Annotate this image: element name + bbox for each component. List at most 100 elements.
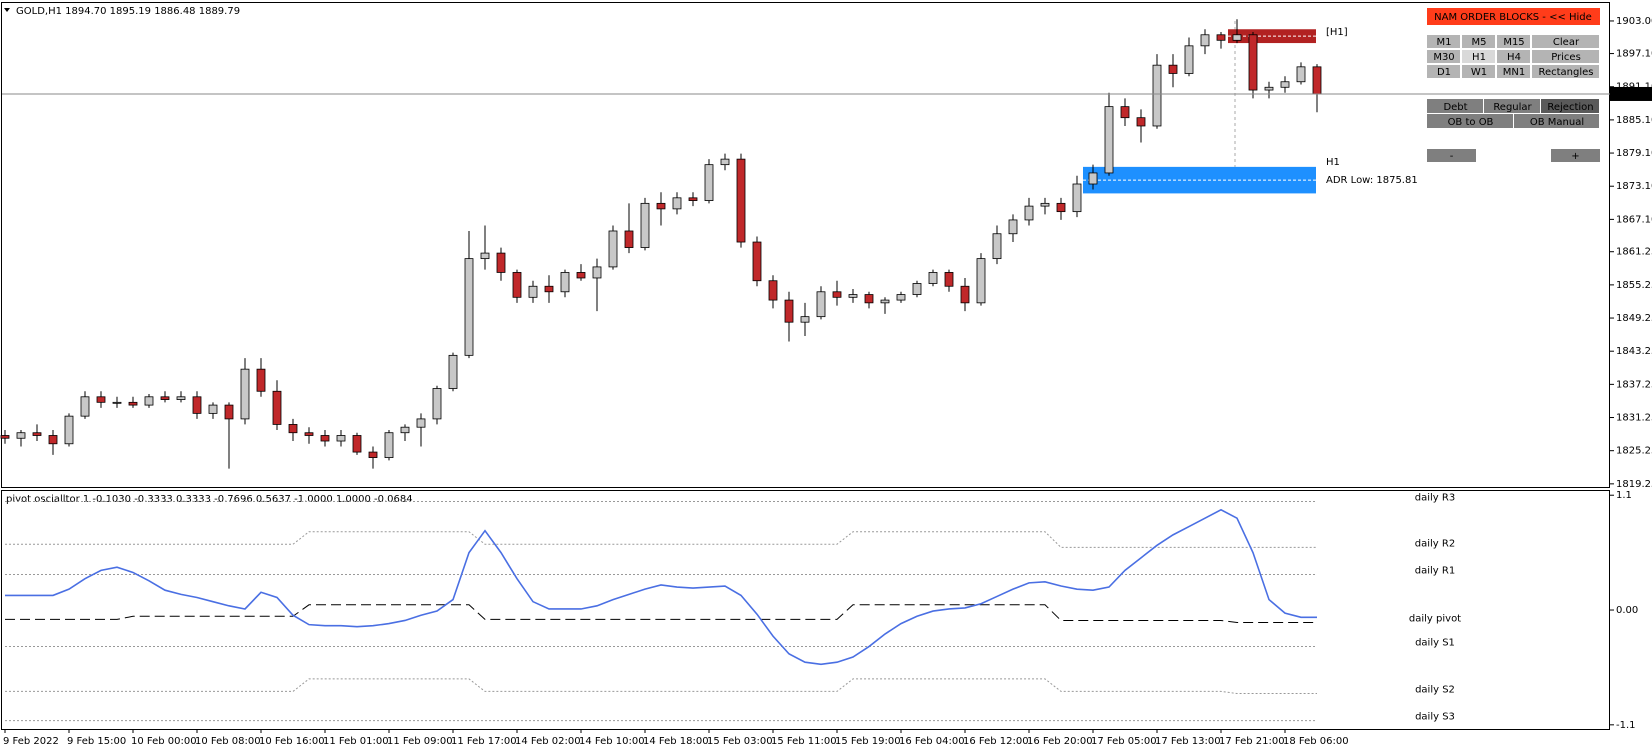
zoom-button[interactable] bbox=[1551, 149, 1600, 162]
candle-body bbox=[672, 197, 682, 210]
mode-button-label[interactable]: OB to OB bbox=[1448, 117, 1494, 128]
candle-body bbox=[208, 404, 218, 414]
candle-body bbox=[1168, 64, 1178, 74]
timeframe-button-label[interactable]: Prices bbox=[1551, 52, 1581, 63]
current-price-label: 1889.79 bbox=[1613, 89, 1652, 100]
candle-body bbox=[192, 396, 202, 414]
timeframe-button[interactable] bbox=[1497, 35, 1530, 48]
mode-button[interactable] bbox=[1484, 99, 1540, 113]
x-tick-label: 10 Feb 00:00 bbox=[131, 736, 197, 747]
candle-body bbox=[464, 258, 474, 356]
mode-button-label[interactable]: Rejection bbox=[1547, 102, 1593, 113]
candle-body bbox=[640, 202, 650, 248]
timeframe-button[interactable] bbox=[1462, 65, 1495, 78]
mode-button[interactable] bbox=[1427, 114, 1513, 128]
candle-body bbox=[1280, 81, 1290, 88]
candle-body bbox=[384, 432, 394, 458]
mode-button-label[interactable]: Regular bbox=[1493, 102, 1532, 113]
candle-body bbox=[832, 291, 842, 298]
timeframe-button[interactable] bbox=[1532, 35, 1599, 48]
candle-body bbox=[112, 401, 122, 404]
candle-body bbox=[160, 396, 170, 400]
pivot-level-line bbox=[5, 678, 1317, 695]
timeframe-button-label[interactable]: Clear bbox=[1553, 37, 1580, 48]
timeframe-button-label[interactable]: M5 bbox=[1472, 37, 1487, 48]
x-tick-label: 14 Feb 10:00 bbox=[579, 736, 645, 747]
x-tick-label: 10 Feb 16:00 bbox=[259, 736, 325, 747]
candle-body bbox=[864, 294, 874, 304]
panel-title[interactable]: NAM ORDER BLOCKS - << Hide bbox=[1434, 12, 1592, 23]
y-tick-label: 1825.25 bbox=[1616, 446, 1652, 457]
pivot-level-label: daily S1 bbox=[1415, 638, 1455, 649]
mode-button[interactable] bbox=[1514, 114, 1599, 128]
x-tick-label: 11 Feb 01:00 bbox=[323, 736, 389, 747]
candle-body bbox=[320, 435, 330, 442]
timeframe-button-label[interactable]: H4 bbox=[1507, 52, 1521, 63]
timeframe-button[interactable] bbox=[1462, 50, 1495, 63]
candle-body bbox=[1072, 183, 1082, 213]
candle-body bbox=[736, 158, 746, 243]
x-tick-label: 10 Feb 08:00 bbox=[195, 736, 261, 747]
timeframe-button-label[interactable]: M30 bbox=[1433, 52, 1454, 63]
x-tick-label: 15 Feb 11:00 bbox=[771, 736, 837, 747]
candle-body bbox=[720, 158, 730, 166]
candle-body bbox=[608, 230, 618, 268]
y-tick-label: 1843.25 bbox=[1616, 346, 1652, 357]
timeframe-button[interactable] bbox=[1497, 50, 1530, 63]
timeframe-button[interactable] bbox=[1497, 65, 1530, 78]
timeframe-button[interactable] bbox=[1427, 35, 1460, 48]
timeframe-button-label[interactable]: Rectangles bbox=[1538, 67, 1593, 78]
timeframe-button[interactable] bbox=[1532, 65, 1599, 78]
candle-body bbox=[544, 285, 554, 293]
timeframe-button[interactable] bbox=[1427, 50, 1460, 63]
x-tick-label: 11 Feb 09:00 bbox=[387, 736, 453, 747]
candle-body bbox=[624, 230, 634, 248]
zoom-button[interactable] bbox=[1427, 149, 1476, 162]
mode-button[interactable] bbox=[1427, 99, 1483, 113]
timeframe-button-label[interactable]: MN1 bbox=[1503, 67, 1525, 78]
current-price-box bbox=[1610, 86, 1652, 101]
timeframe-button[interactable] bbox=[1462, 35, 1495, 48]
mode-button-label[interactable]: Debt bbox=[1443, 102, 1467, 113]
x-tick-label: 9 Feb 2022 bbox=[3, 736, 59, 747]
candle-body bbox=[176, 396, 186, 400]
x-tick-label: 14 Feb 18:00 bbox=[643, 736, 709, 747]
timeframe-button-label[interactable]: W1 bbox=[1471, 67, 1487, 78]
candle-body bbox=[400, 426, 410, 434]
candle-body bbox=[0, 435, 10, 439]
candle-body bbox=[256, 368, 266, 392]
candle-body bbox=[1264, 86, 1274, 91]
annotation: ADR Low: 1875.81 bbox=[1326, 175, 1418, 186]
x-tick-label: 15 Feb 03:00 bbox=[707, 736, 773, 747]
mode-button[interactable] bbox=[1541, 99, 1599, 113]
timeframe-button-label[interactable]: M15 bbox=[1503, 37, 1524, 48]
candle-body bbox=[688, 197, 698, 201]
panel-title-button[interactable] bbox=[1427, 8, 1600, 25]
candle-body bbox=[1120, 106, 1130, 119]
oscillator-pane-frame bbox=[1, 490, 1610, 730]
x-tick-label: 14 Feb 02:00 bbox=[515, 736, 581, 747]
y-tick-label: 1.1 bbox=[1616, 490, 1632, 501]
candle-body bbox=[528, 285, 538, 298]
zoom-button-label[interactable]: - bbox=[1450, 151, 1454, 162]
timeframe-button-label[interactable]: H1 bbox=[1472, 52, 1486, 63]
candle-body bbox=[1088, 172, 1098, 185]
candle-body bbox=[800, 316, 810, 323]
mode-button-label[interactable]: OB Manual bbox=[1530, 117, 1584, 128]
candle-body bbox=[224, 404, 234, 420]
timeframe-button[interactable] bbox=[1532, 50, 1599, 63]
candle-body bbox=[480, 252, 490, 260]
candle-body bbox=[304, 432, 314, 436]
timeframe-button-label[interactable]: M1 bbox=[1437, 37, 1452, 48]
candle-body bbox=[592, 266, 602, 279]
y-tick-label: 1903.00 bbox=[1616, 16, 1652, 27]
candle-body bbox=[656, 202, 666, 210]
candle-body bbox=[96, 396, 106, 403]
candle-body bbox=[352, 435, 362, 453]
candle-body bbox=[960, 285, 970, 304]
timeframe-button[interactable] bbox=[1427, 65, 1460, 78]
timeframe-button-label[interactable]: D1 bbox=[1437, 67, 1451, 78]
zoom-button-label[interactable]: + bbox=[1571, 151, 1579, 162]
zone-label: [H1] bbox=[1326, 27, 1348, 38]
y-tick-label: 1849.25 bbox=[1616, 313, 1652, 324]
